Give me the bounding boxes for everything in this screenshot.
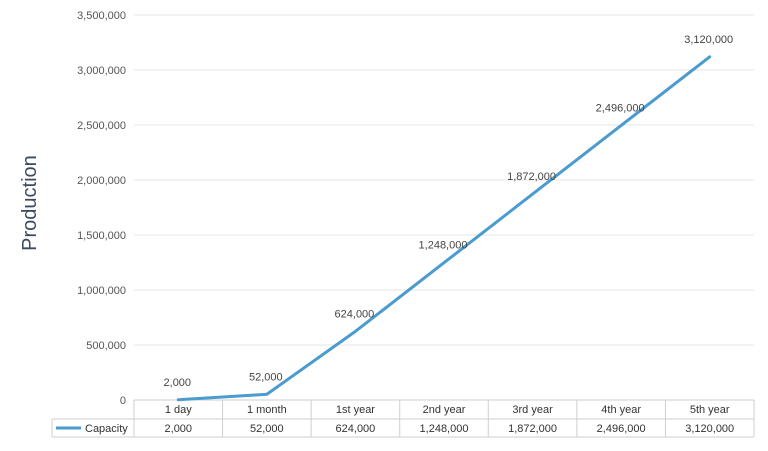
y-tick-label: 1,500,000 xyxy=(77,230,126,242)
data-label: 1,872,000 xyxy=(507,171,556,183)
legend-label-capacity: Capacity xyxy=(85,423,128,435)
y-tick-label: 0 xyxy=(120,395,126,407)
table-value-cell: 3,120,000 xyxy=(685,423,734,435)
x-category-label: 2nd year xyxy=(423,404,466,416)
x-category-label: 4th year xyxy=(601,404,641,416)
table-value-cell: 52,000 xyxy=(250,423,284,435)
x-category-label: 1 day xyxy=(165,404,192,416)
series-capacity xyxy=(176,55,712,402)
data-label: 2,496,000 xyxy=(596,102,645,114)
y-tick-label: 2,000,000 xyxy=(77,175,126,187)
table-value-cell: 2,496,000 xyxy=(597,423,646,435)
y-axis-ticks: 0 500,000 1,000,000 1,500,000 2,000,000 2,500… xyxy=(77,10,126,407)
x-category-label: 5th year xyxy=(690,404,730,416)
x-category-label: 1st year xyxy=(336,404,375,416)
data-label: 52,000 xyxy=(249,371,283,383)
x-category-label: 3rd year xyxy=(512,404,553,416)
y-axis-label: Production xyxy=(19,155,41,251)
y-tick-label: 3,000,000 xyxy=(77,65,126,77)
y-tick-label: 1,000,000 xyxy=(77,285,126,297)
table-value-cell: 1,248,000 xyxy=(420,423,469,435)
y-tick-label: 2,500,000 xyxy=(77,120,126,132)
data-label: 1,248,000 xyxy=(419,240,468,252)
gridlines xyxy=(134,14,754,346)
x-category-label: 1 month xyxy=(247,404,287,416)
y-tick-label: 3,500,000 xyxy=(77,10,126,22)
data-label: 3,120,000 xyxy=(684,34,733,46)
data-table: 1 day 2,000 1 month 52,000 1st year 624,000 2n… xyxy=(51,399,755,438)
data-label: 624,000 xyxy=(335,308,375,320)
y-tick-label: 500,000 xyxy=(86,340,126,352)
table-value-cell: 1,872,000 xyxy=(508,423,557,435)
table-value-cell: 2,000 xyxy=(165,423,193,435)
data-labels: 2,000 52,000 624,000 1,248,000 1,872,000 2,49… xyxy=(164,34,734,389)
table-value-cell: 624,000 xyxy=(336,423,376,435)
data-label: 2,000 xyxy=(164,377,192,389)
